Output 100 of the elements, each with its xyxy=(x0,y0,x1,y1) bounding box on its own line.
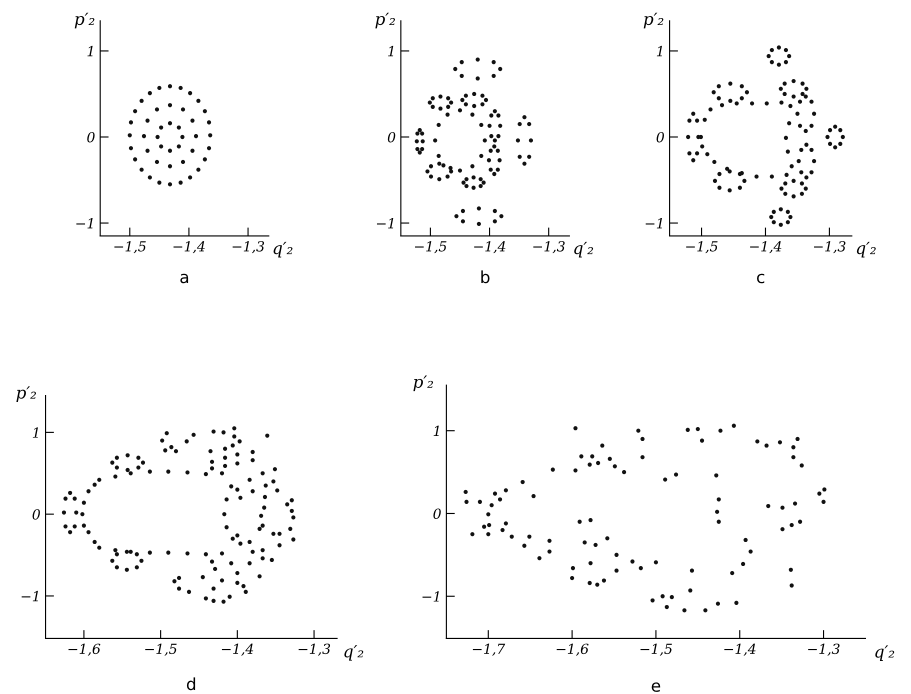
point xyxy=(142,134,146,138)
y-axis-title: p′₂ xyxy=(644,12,664,28)
point xyxy=(488,168,493,172)
point xyxy=(260,524,265,528)
point xyxy=(464,102,468,106)
point xyxy=(809,170,814,174)
point xyxy=(578,520,582,524)
point xyxy=(691,158,696,162)
point xyxy=(500,528,505,532)
x-tick-label: −1,4 xyxy=(174,241,205,254)
x-tick-label: −1,3 xyxy=(808,644,840,656)
point xyxy=(196,168,200,172)
point xyxy=(206,120,212,124)
point xyxy=(224,525,229,530)
point xyxy=(260,556,265,560)
point xyxy=(772,210,776,214)
point xyxy=(764,444,769,448)
point xyxy=(784,60,788,64)
point xyxy=(833,124,838,129)
point xyxy=(547,538,552,543)
point xyxy=(630,559,635,564)
point xyxy=(464,184,469,188)
point xyxy=(248,478,252,482)
point xyxy=(259,514,264,518)
point xyxy=(531,494,536,498)
point xyxy=(136,465,140,470)
point xyxy=(812,112,816,116)
point xyxy=(235,580,240,585)
point xyxy=(784,136,788,140)
point xyxy=(168,103,172,108)
point xyxy=(654,560,658,564)
point xyxy=(464,177,469,182)
point xyxy=(833,145,838,150)
point xyxy=(438,106,443,111)
x-tick-label: −1,3 xyxy=(298,644,330,656)
point xyxy=(582,540,587,545)
point xyxy=(527,122,532,126)
point xyxy=(800,92,805,96)
point xyxy=(160,438,164,443)
point xyxy=(124,568,129,572)
point xyxy=(770,48,774,52)
point xyxy=(204,596,208,600)
point xyxy=(464,94,468,98)
point xyxy=(730,571,734,576)
x-axis-title: q′₂ xyxy=(344,645,364,661)
point xyxy=(520,480,525,484)
y-tick-label: 1 xyxy=(656,46,662,56)
point xyxy=(778,207,783,212)
point xyxy=(275,488,280,493)
x-tick-label: −1,7 xyxy=(472,644,506,656)
point xyxy=(230,443,235,448)
point xyxy=(537,556,542,560)
point xyxy=(804,186,808,191)
point xyxy=(133,157,138,162)
point xyxy=(686,134,690,140)
point xyxy=(229,561,234,566)
point xyxy=(222,512,226,516)
point xyxy=(140,98,144,103)
point xyxy=(134,552,139,556)
point xyxy=(68,530,72,534)
point xyxy=(202,109,207,114)
point xyxy=(471,186,476,190)
point xyxy=(744,538,748,542)
point xyxy=(172,579,177,584)
point xyxy=(487,522,492,528)
point xyxy=(418,150,422,155)
point xyxy=(222,456,228,460)
point xyxy=(527,534,532,539)
point xyxy=(176,576,182,580)
point xyxy=(470,112,474,117)
point xyxy=(460,98,464,102)
point xyxy=(596,460,600,466)
point xyxy=(415,146,420,152)
point xyxy=(220,471,224,476)
point xyxy=(716,602,720,606)
point xyxy=(489,113,494,118)
point xyxy=(690,568,694,573)
point xyxy=(838,128,842,132)
point xyxy=(128,133,132,138)
point xyxy=(636,428,640,433)
point xyxy=(168,164,172,168)
point xyxy=(799,170,804,174)
point xyxy=(472,92,476,96)
point xyxy=(62,510,66,515)
point xyxy=(133,109,138,114)
point xyxy=(479,154,484,158)
y-tick-label: −1 xyxy=(22,590,38,602)
point xyxy=(593,542,598,548)
point xyxy=(792,94,796,99)
point xyxy=(290,508,294,513)
point xyxy=(784,172,789,177)
point xyxy=(708,107,713,112)
point xyxy=(86,489,91,494)
point xyxy=(734,101,739,106)
y-axis-title: p′₂ xyxy=(16,386,36,402)
point xyxy=(210,460,214,464)
point xyxy=(779,100,784,105)
point xyxy=(800,192,804,196)
point xyxy=(687,151,692,156)
x-tick-label: −1,6 xyxy=(556,644,589,656)
